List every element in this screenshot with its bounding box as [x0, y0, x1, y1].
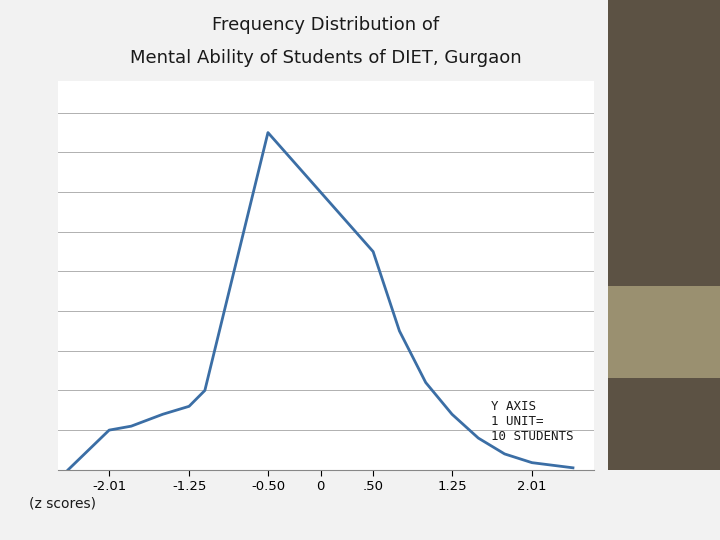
Text: Y AXIS
1 UNIT=
10 STUDENTS: Y AXIS 1 UNIT= 10 STUDENTS — [491, 400, 574, 443]
Text: (z scores): (z scores) — [29, 496, 96, 510]
Text: Mental Ability of Students of DIET, Gurgaon: Mental Ability of Students of DIET, Gurg… — [130, 49, 521, 66]
Text: Frequency Distribution of: Frequency Distribution of — [212, 16, 439, 34]
